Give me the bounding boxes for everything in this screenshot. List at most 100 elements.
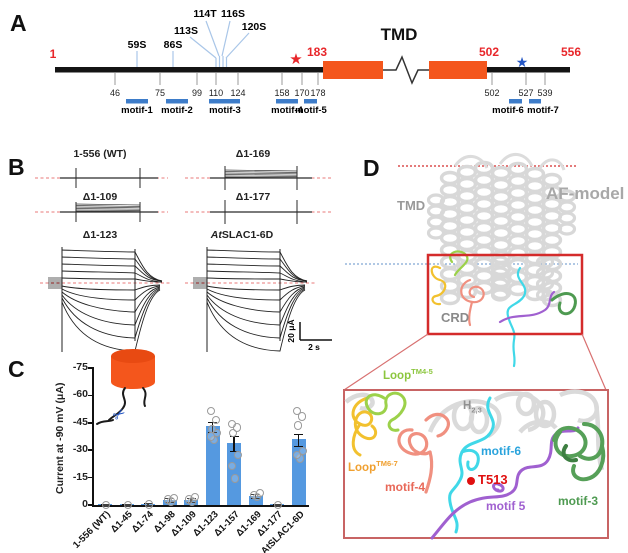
trace-label-wt: 1-556 (WT) <box>73 148 127 160</box>
data-point <box>292 406 301 416</box>
data-point <box>292 450 301 460</box>
domain-architecture-diagram: 1 183 502 556 ★ ★ TMD 59S 86S 113S 114T … <box>50 8 582 116</box>
motif-label: motif-7 <box>527 105 559 116</box>
motif5-label: motif 5 <box>486 499 526 513</box>
trace-label-atslac: AtSLAC1-6D <box>211 229 273 241</box>
zoom-connector-right <box>581 333 607 391</box>
y-tick-label: -60 <box>72 388 88 401</box>
trace-label-italic: At <box>210 229 222 241</box>
trace-band-d169 <box>224 169 298 178</box>
panel-c-letter: C <box>8 356 25 382</box>
data-point <box>231 474 240 483</box>
crd-loops-small <box>430 250 577 368</box>
residue-cleavage: 183 <box>307 45 327 59</box>
current-traces: 20 μA 2 s <box>35 166 332 353</box>
data-point <box>212 428 221 438</box>
residue-start: 1 <box>50 47 57 61</box>
motif-bars <box>126 99 541 104</box>
y-tick-label: -45 <box>72 415 88 428</box>
data-point <box>274 500 283 510</box>
phospho-site-label: 116S <box>221 8 245 20</box>
h23-label: H2,3 <box>463 400 482 415</box>
red-star-icon: ★ <box>289 51 302 68</box>
scissors-icon: ✂ <box>110 404 130 425</box>
position-label: 99 <box>192 88 202 98</box>
t513-label: T513 <box>478 472 508 487</box>
phospho-site-label: 59S <box>128 39 147 51</box>
tmd-title: TMD <box>381 25 418 44</box>
data-point <box>211 415 220 425</box>
trace-label-d169: Δ1-169 <box>235 148 271 160</box>
data-point <box>207 425 216 434</box>
data-point <box>169 493 178 502</box>
cylinder-top <box>111 349 155 363</box>
motif6-label: motif-6 <box>481 444 521 458</box>
position-label: 178 <box>310 88 325 98</box>
position-label: 46 <box>110 88 120 98</box>
panel-b-letter: B <box>8 154 25 180</box>
y-tick-label: -30 <box>72 443 88 456</box>
af-model-label: AF-model <box>546 184 625 203</box>
zoom-connector-left <box>343 333 429 391</box>
trace-family <box>40 247 172 352</box>
phospho-site-label: 120S <box>242 21 267 33</box>
motif-label: motif-3 <box>209 105 241 116</box>
y-tick-label: -75 <box>72 361 88 373</box>
zigzag-break <box>383 55 429 85</box>
data-point <box>293 421 302 430</box>
tmd-box-1 <box>323 61 383 79</box>
trace-label-d177: Δ1-177 <box>235 191 271 203</box>
tmd-helices <box>426 153 577 308</box>
data-point <box>228 461 237 470</box>
position-label: 502 <box>484 88 499 98</box>
panel-a-letter: A <box>10 10 27 36</box>
y-tick-label: -15 <box>72 470 88 483</box>
y-tick <box>88 421 94 424</box>
motif4-label: motif-4 <box>385 480 425 494</box>
position-label: 170 <box>294 88 309 98</box>
data-point <box>297 412 306 421</box>
phospho-site-label: 114T <box>193 8 217 20</box>
scale-current-label: 20 μA <box>286 319 296 342</box>
cleavage-cartoon: ✂ <box>96 349 155 425</box>
motif-label: motif-5 <box>295 105 327 116</box>
structure-model <box>343 153 609 540</box>
position-label: 110 <box>209 88 223 98</box>
position-ticks <box>114 73 546 85</box>
phospho-site-label: 86S <box>164 39 183 51</box>
data-point <box>102 501 111 510</box>
data-point <box>191 492 200 502</box>
blue-star-icon: ★ <box>516 54 529 70</box>
scale-time-label: 2 s <box>308 342 320 352</box>
tmd-box-2 <box>429 61 487 79</box>
crd-label: CRD <box>441 310 470 325</box>
y-tick <box>88 504 94 506</box>
position-label: 539 <box>537 88 552 98</box>
trace-band-d109 <box>75 203 141 212</box>
bar <box>205 426 220 505</box>
n-terminus-squiggle <box>96 387 147 425</box>
data-point <box>206 406 215 416</box>
trace-label-d109: Δ1-109 <box>82 191 118 203</box>
error-bar <box>229 435 239 453</box>
zoom-colored-motifs <box>351 391 606 540</box>
loop-tm67-label: LoopTM6-7 <box>348 459 398 474</box>
zoom-gray-ribbons <box>344 389 605 471</box>
backbone-line <box>55 67 329 73</box>
phospho-leader-lines <box>136 20 250 67</box>
y-tick <box>88 476 94 479</box>
motif-label: motif-4 <box>271 105 303 116</box>
y-tick-label: 0 <box>82 498 88 510</box>
motif-label: motif-1 <box>121 105 153 116</box>
data-point <box>255 489 264 498</box>
residue-tmd-end: 502 <box>479 45 499 59</box>
loop-tm45-label: LoopTM4-5 <box>383 367 433 382</box>
position-label: 527 <box>518 88 533 98</box>
position-label: 75 <box>155 88 165 98</box>
motif3-label: motif-3 <box>558 494 598 508</box>
error-bar <box>294 433 304 447</box>
y-tick <box>88 449 94 452</box>
t513-residue-dot <box>467 477 475 485</box>
y-tick <box>88 367 94 369</box>
